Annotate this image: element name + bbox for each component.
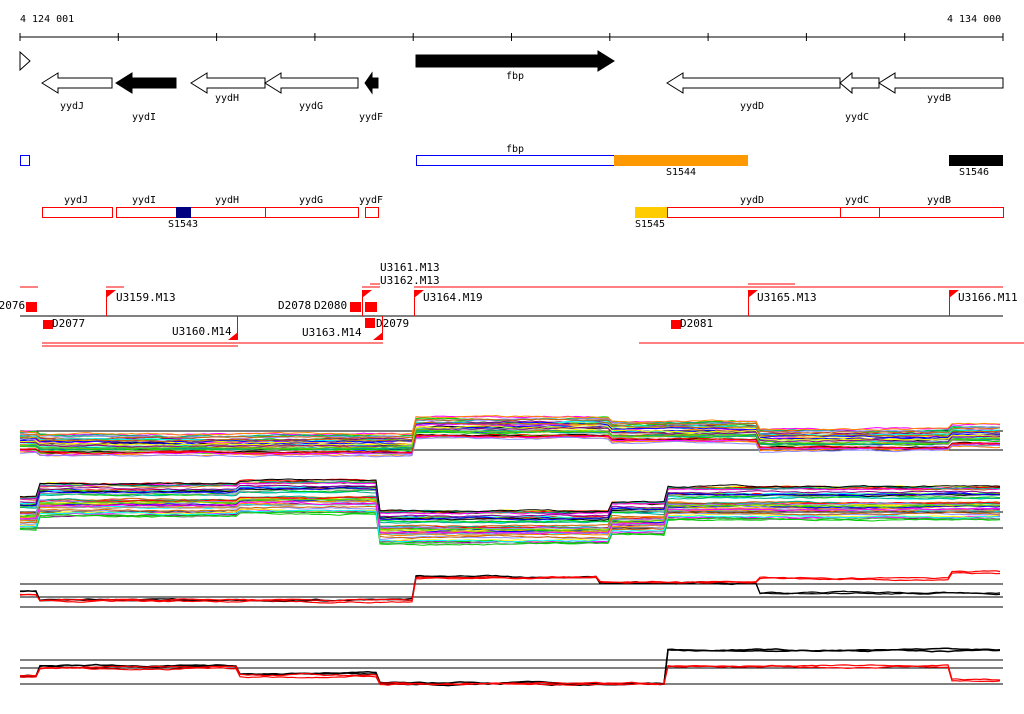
transcript-S1546[interactable] [949, 155, 1003, 166]
gene-label: yydH [214, 93, 240, 104]
expression-trace [20, 574, 1001, 602]
gene-label: yydB [926, 93, 952, 104]
feature-label[interactable]: D2077 [52, 317, 86, 330]
gene-label: yydC [844, 112, 870, 123]
feature-label[interactable]: U3162.M13 [380, 274, 440, 287]
annotation-track [42, 207, 1004, 218]
flag-icon [414, 290, 424, 298]
ruler-start: 4 124 001 [20, 14, 75, 25]
feature-label[interactable]: U3166.M11 [958, 291, 1018, 304]
gene-label: yydD [739, 101, 765, 112]
expression-trace [19, 570, 1001, 602]
feature-label[interactable]: U3159.M13 [116, 291, 176, 304]
transcript-track [20, 155, 1003, 166]
gene-yydH[interactable] [190, 72, 266, 94]
transcript-label: S1546 [958, 167, 990, 178]
annotation-label: yydF [358, 195, 384, 206]
expression-trace [20, 647, 1001, 685]
feature-label[interactable]: D2080 [314, 299, 348, 312]
expression-trace [19, 487, 1001, 521]
strand-triangle-icon [19, 50, 31, 72]
flag-icon [228, 332, 238, 340]
expression-trace [19, 509, 1001, 543]
expression-trace [19, 478, 1001, 513]
feature-label[interactable]: D2079 [376, 317, 410, 330]
expression-trace [19, 436, 1001, 458]
feature-label[interactable]: U3160.M14 [172, 325, 232, 338]
gene-yydF[interactable] [364, 71, 379, 95]
feature-label[interactable]: U3164.M19 [423, 291, 483, 304]
flag-icon [106, 290, 116, 298]
gene-label: fbp [505, 71, 525, 82]
expression-trace [20, 497, 1001, 530]
expression-trace [19, 664, 1001, 686]
feature-label[interactable]: U3161.M13 [380, 261, 440, 274]
ruler-end: 4 134 000 [947, 14, 1002, 25]
annotation-label: yydD [739, 195, 765, 206]
expression-trace [20, 500, 1001, 535]
gene-label: yydF [358, 112, 384, 123]
feature-label[interactable]: D2076 [0, 299, 26, 312]
expression-trace [19, 496, 1001, 530]
flag-icon [748, 290, 758, 298]
expression-trace [19, 434, 1001, 455]
expression-trace [19, 505, 1001, 540]
expression-trace [19, 484, 1001, 518]
feature-label[interactable]: U3165.M13 [757, 291, 817, 304]
gene-track [19, 50, 1004, 95]
feature-label[interactable]: D2081 [680, 317, 714, 330]
gene-yydB[interactable] [878, 72, 1004, 94]
transcript-label: fbp [505, 144, 525, 155]
transcript-label: S1544 [665, 167, 697, 178]
annotation-label: yydB [926, 195, 952, 206]
feature-track [20, 283, 1024, 347]
gene-yydD[interactable] [666, 72, 841, 94]
expression-trace [19, 498, 1001, 532]
gene-yydI[interactable] [115, 72, 177, 94]
annotation-label: S1545 [634, 219, 666, 230]
feature-label[interactable]: D2078 [278, 299, 312, 312]
gene-label: yydJ [59, 101, 85, 112]
expression-trace [19, 664, 1001, 686]
expression-trace [20, 575, 1001, 603]
gene-yydJ[interactable] [41, 72, 113, 94]
expression-plots [19, 414, 1003, 687]
gene-fbp[interactable] [415, 50, 615, 72]
transcript-fbp[interactable] [416, 155, 615, 166]
gene-yydG[interactable] [264, 72, 359, 94]
flag-icon [362, 290, 372, 298]
expression-trace [20, 425, 1000, 447]
expression-trace [19, 489, 1001, 523]
expression-trace [19, 428, 1000, 450]
gene-label: yydG [298, 101, 324, 112]
annotation-label: yydI [131, 195, 157, 206]
transcript-S1544[interactable] [614, 155, 748, 166]
annotation-label: yydC [844, 195, 870, 206]
expression-trace [19, 421, 1001, 442]
expression-trace [19, 481, 1001, 515]
gene-yydC[interactable] [839, 71, 880, 95]
expression-trace [19, 414, 1001, 437]
expression-trace [19, 502, 1001, 537]
flag-icon [373, 332, 383, 340]
expression-trace [19, 418, 1001, 440]
flag-icon [949, 290, 959, 298]
annotation-label: yydG [298, 195, 324, 206]
ruler [19, 33, 1004, 41]
annotation-label: S1543 [167, 219, 199, 230]
expression-trace [19, 508, 1001, 542]
annotation-label: yydJ [63, 195, 89, 206]
feature-label[interactable]: U3163.M14 [302, 326, 362, 339]
annotation-label: yydH [214, 195, 240, 206]
gene-label: yydI [131, 112, 157, 123]
